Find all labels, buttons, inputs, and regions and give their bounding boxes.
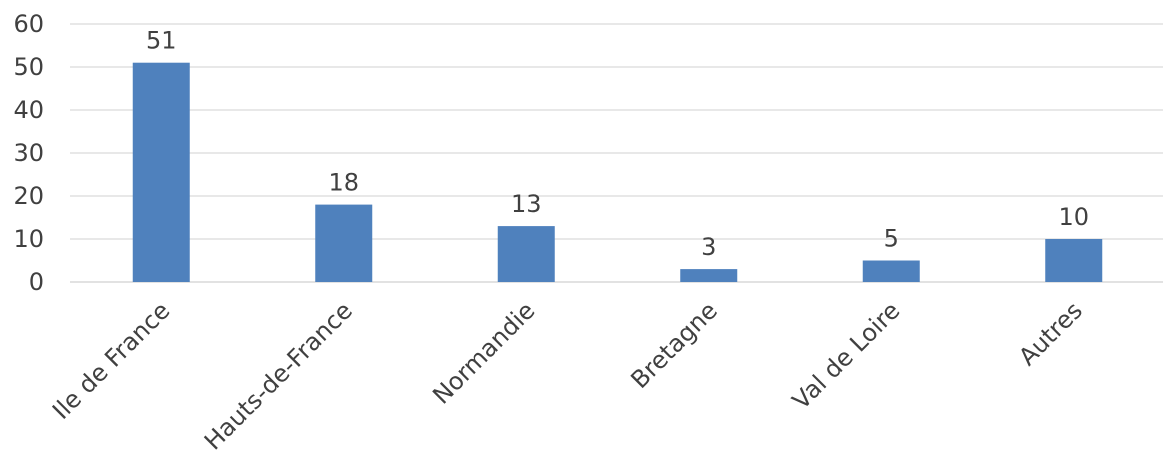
- data-label-ile-de-france: 51: [146, 27, 177, 55]
- y-tick-label-20: 20: [13, 182, 44, 210]
- bar-hauts-de-france: [315, 204, 373, 282]
- bars: [132, 62, 1103, 283]
- y-axis-tick-labels: 0 10 20 30 40 50 60: [13, 10, 44, 296]
- category-label-val-de-loire: Val de Loire: [787, 296, 906, 415]
- bar-ile-de-france: [132, 62, 190, 283]
- category-label-bretagne: Bretagne: [625, 296, 723, 394]
- category-label-autres: Autres: [1013, 296, 1088, 371]
- data-label-hauts-de-france: 18: [328, 169, 359, 197]
- category-label-hauts-de-france: Hauts-de-France: [199, 296, 358, 455]
- y-tick-label-10: 10: [13, 225, 44, 253]
- data-labels: 51 18 13 3 5 10: [146, 27, 1089, 261]
- y-tick-label-40: 40: [13, 96, 44, 124]
- bar-normandie: [497, 226, 555, 282]
- data-label-val-de-loire: 5: [884, 225, 899, 253]
- bar-autres: [1045, 239, 1103, 282]
- data-label-bretagne: 3: [701, 233, 716, 261]
- y-tick-label-0: 0: [29, 268, 44, 296]
- gridlines: [70, 23, 1163, 283]
- data-label-normandie: 13: [511, 190, 542, 218]
- y-tick-label-60: 60: [13, 10, 44, 38]
- category-labels: Ile de France Hauts-de-France Normandie Bre…: [47, 296, 1088, 455]
- y-tick-label-30: 30: [13, 139, 44, 167]
- data-label-autres: 10: [1058, 203, 1089, 231]
- category-label-normandie: Normandie: [427, 296, 540, 409]
- y-tick-label-50: 50: [13, 53, 44, 81]
- category-label-ile-de-france: Ile de France: [47, 296, 175, 424]
- bar-bretagne: [680, 269, 738, 282]
- bar-val-de-loire: [862, 260, 920, 282]
